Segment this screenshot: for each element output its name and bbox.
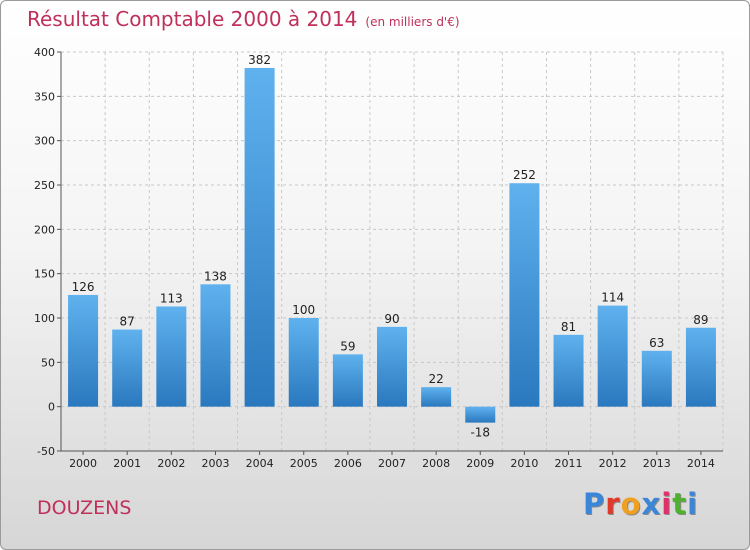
x-tick-label: 2001 bbox=[113, 457, 141, 470]
chart-subtitle: (en milliers d'€) bbox=[365, 15, 460, 29]
x-tick-label: 2007 bbox=[378, 457, 406, 470]
value-label: 81 bbox=[561, 320, 576, 334]
value-label: 252 bbox=[513, 168, 536, 182]
logo-letter: i bbox=[687, 487, 699, 521]
bar-2010 bbox=[509, 183, 540, 407]
x-tick-label: 2003 bbox=[201, 457, 229, 470]
y-tick-label: 400 bbox=[34, 46, 55, 59]
value-labels: 126 87 113 138 382 100 59 90 22 -18 252 81 114 63 89 bbox=[72, 53, 709, 440]
x-tick-label: 2010 bbox=[510, 457, 538, 470]
bar-2005 bbox=[288, 318, 319, 407]
value-label: 63 bbox=[649, 336, 664, 350]
bar-2007 bbox=[377, 326, 407, 407]
bar-2012 bbox=[597, 305, 628, 407]
logo-letter: o bbox=[620, 487, 642, 521]
y-tick-label: 0 bbox=[48, 401, 55, 414]
bar-2013 bbox=[641, 350, 672, 407]
value-label: 90 bbox=[384, 312, 399, 326]
y-tick-label: 50 bbox=[41, 356, 55, 369]
axes: -50 0 50 100 150 200 250 300 350 400 2000 2001 2002 2… bbox=[34, 46, 723, 470]
bar-2014 bbox=[685, 327, 716, 407]
town-name: DOUZENS bbox=[37, 497, 132, 519]
y-tick-label: 250 bbox=[34, 179, 55, 192]
y-tick-label: 350 bbox=[34, 90, 55, 103]
value-label: 126 bbox=[72, 280, 95, 294]
bars bbox=[68, 67, 716, 423]
x-tick-label: 2009 bbox=[466, 457, 494, 470]
x-tick-label: 2008 bbox=[422, 457, 450, 470]
bar-2001 bbox=[112, 329, 143, 407]
logo-letter: P bbox=[583, 487, 606, 521]
x-tick-label: 2012 bbox=[599, 457, 627, 470]
bar-2009 bbox=[465, 406, 496, 423]
bar-2008 bbox=[421, 387, 452, 407]
value-label: 114 bbox=[601, 291, 624, 305]
bar-2011 bbox=[553, 334, 584, 407]
value-label: 382 bbox=[248, 53, 271, 67]
x-tick-label: 2011 bbox=[555, 457, 583, 470]
y-tick-label: 300 bbox=[34, 135, 55, 148]
value-label: -18 bbox=[470, 426, 490, 440]
bar-2003 bbox=[200, 284, 231, 407]
x-tick-label: 2005 bbox=[290, 457, 318, 470]
x-tick-label: 2013 bbox=[643, 457, 671, 470]
value-label: 138 bbox=[204, 269, 227, 283]
x-tick-label: 2006 bbox=[334, 457, 362, 470]
x-tick-label: 2000 bbox=[69, 457, 97, 470]
bar-2000 bbox=[68, 294, 99, 407]
chart-title: Résultat Comptable 2000 à 2014 (en millie… bbox=[27, 7, 460, 31]
title-text: Résultat Comptable 2000 à 2014 bbox=[27, 7, 358, 31]
x-tick-label: 2004 bbox=[246, 457, 274, 470]
logo-letter: r bbox=[605, 487, 621, 521]
value-label: 22 bbox=[428, 372, 443, 386]
x-tick-label: 2002 bbox=[157, 457, 185, 470]
value-label: 59 bbox=[340, 339, 355, 353]
y-tick-label: 200 bbox=[34, 223, 55, 236]
logo-letter: t bbox=[672, 487, 688, 521]
bar-2002 bbox=[156, 306, 187, 407]
logo-letter: i bbox=[661, 487, 673, 521]
bar-2006 bbox=[332, 354, 363, 407]
value-label: 87 bbox=[120, 315, 135, 329]
x-tick-label: 2014 bbox=[687, 457, 715, 470]
proxiti-logo: Proxiti bbox=[583, 487, 698, 521]
y-tick-label: 100 bbox=[34, 312, 55, 325]
y-tick-label: -50 bbox=[37, 445, 55, 458]
logo-letter: x bbox=[641, 487, 662, 521]
y-tick-label: 150 bbox=[34, 268, 55, 281]
bar-2004 bbox=[244, 67, 275, 407]
value-label: 113 bbox=[160, 291, 183, 305]
value-label: 100 bbox=[292, 303, 315, 317]
value-label: 89 bbox=[693, 313, 708, 327]
